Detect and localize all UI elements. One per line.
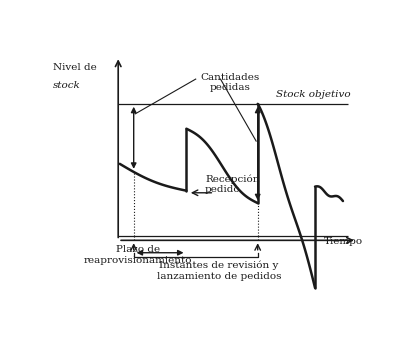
Text: Plazo de
reaprovisionamiento: Plazo de reaprovisionamiento <box>84 245 193 265</box>
Text: Nivel de: Nivel de <box>53 62 97 72</box>
Text: Cantidades
pedidas: Cantidades pedidas <box>200 73 260 92</box>
Text: Instantes de revisión y
lanzamiento de pedidos: Instantes de revisión y lanzamiento de p… <box>157 261 281 281</box>
Text: Recepción
pedido: Recepción pedido <box>205 174 260 194</box>
Text: Stock objetivo: Stock objetivo <box>276 90 351 99</box>
Text: Tiempo: Tiempo <box>324 237 363 246</box>
Text: stock: stock <box>53 81 81 90</box>
